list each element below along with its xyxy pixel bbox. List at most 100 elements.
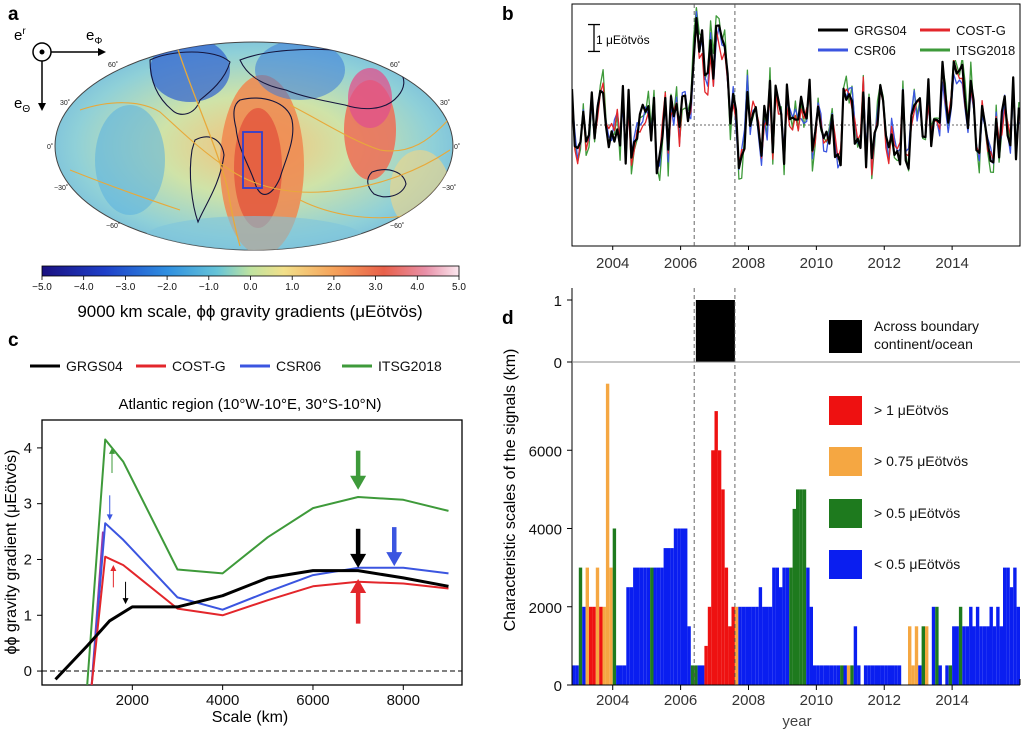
bar-orange: [908, 626, 912, 685]
bar-blue: [836, 665, 841, 685]
bar-blue: [857, 665, 861, 685]
thin-arrow-head: [122, 598, 129, 605]
x-tick-label: 2004: [596, 692, 629, 709]
bar-orange: [846, 665, 851, 685]
colorbar-tick-label: −1.0: [199, 282, 219, 293]
eurasia-outline: [239, 48, 405, 110]
bar-orange: [609, 567, 613, 685]
colorbar-tick-label: 2.0: [327, 282, 341, 293]
lat-right-m60: −60˚: [390, 222, 404, 230]
bar-green: [948, 665, 953, 685]
x-tick-label: 2004: [596, 255, 629, 272]
legend-swatch-boundary: [829, 320, 862, 353]
bar-blue: [775, 567, 779, 685]
legend-label-GRGS04: GRGS04: [854, 23, 907, 38]
scale-bar-label: 1 μEötvös: [596, 33, 650, 47]
er-label: er: [14, 26, 26, 44]
bar-red: [717, 450, 722, 686]
y-tick-label: 6000: [529, 443, 562, 460]
lat-left-60: 60˚: [108, 61, 118, 69]
big-arrow-head: [350, 475, 367, 490]
bar-blue: [829, 665, 834, 685]
bar-green: [840, 665, 844, 685]
bar-green: [690, 665, 695, 685]
atlantic-region-box: [242, 131, 263, 189]
legend-label-COST-G: COST-G: [172, 358, 226, 374]
colorbar-gradient: [41, 265, 460, 277]
bar-blue: [748, 606, 752, 686]
legend-swatch-red: [829, 396, 862, 425]
bar-blue: [833, 665, 837, 685]
bar-blue: [986, 626, 990, 685]
bar-red: [714, 411, 718, 685]
bar-blue: [582, 606, 586, 686]
bar-blue: [931, 606, 936, 686]
bar-green: [802, 489, 807, 685]
colorbar-tick-label: −4.0: [74, 282, 94, 293]
bar-blue: [677, 528, 681, 685]
panel-c: c GRGS04 COST-G CSR06 ITSG2018 Atlantic reg…: [3, 330, 463, 726]
bar-blue: [687, 626, 691, 685]
bar-orange: [605, 383, 610, 685]
big-arrow-head: [350, 553, 367, 568]
x-tick-label: 8000: [387, 692, 420, 709]
bar-red: [711, 450, 715, 686]
panel-c-legend: GRGS04 COST-G CSR06 ITSG2018: [30, 358, 442, 374]
south-america-outline: [189, 136, 225, 224]
bar-blue: [1016, 606, 1020, 686]
bar-blue: [741, 606, 746, 686]
bar-blue: [656, 567, 661, 685]
x-tick-label: 2010: [800, 692, 833, 709]
bar-blue: [1006, 567, 1010, 685]
panel-d-legend: Across boundary continent/ocean > 1 μEötvö…: [829, 318, 979, 579]
panel-a-letter: a: [8, 4, 19, 25]
bar-green: [578, 567, 583, 685]
thin-arrow-head: [110, 565, 117, 572]
bar-green: [792, 508, 796, 685]
y-tick-label: 3: [24, 496, 32, 513]
bar-blue: [992, 626, 997, 685]
x-tick-label: 2012: [868, 255, 901, 272]
africa-core: [234, 108, 282, 228]
bar-blue: [819, 665, 824, 685]
bar-green: [612, 528, 617, 685]
colorbar-title: 9000 km scale, ϕϕ gravity gradients (μEö…: [77, 302, 422, 321]
legend-label-ITSG2018: ITSG2018: [956, 43, 1015, 58]
bar-blue: [751, 606, 756, 686]
legend-swatch-blue: [829, 550, 862, 579]
legend-label-orange: > 0.75 μEötvös: [874, 453, 968, 469]
bar-blue: [999, 626, 1003, 685]
legend-label-boundary-line1: Across boundary: [874, 318, 979, 334]
boundary-bar: [695, 300, 735, 362]
bar-blue: [969, 606, 973, 686]
legend-background: [810, 20, 1016, 60]
bar-orange: [914, 626, 919, 685]
bar-orange: [585, 567, 589, 685]
series-line-GRGS04: [572, 17, 1020, 175]
panel-d-plot: [572, 288, 1020, 686]
colorbar-tick-label: 3.0: [369, 282, 383, 293]
bar-blue: [680, 528, 684, 685]
bar-blue: [945, 665, 949, 685]
bar-blue: [884, 665, 888, 685]
bar-blue: [891, 665, 895, 685]
bar-blue: [667, 548, 671, 685]
bar-red: [589, 606, 593, 686]
legend-label-GRGS04: GRGS04: [66, 358, 123, 374]
bar-red: [731, 606, 735, 686]
bar-green: [650, 567, 654, 685]
y-tick-label: 2: [24, 551, 32, 568]
bar-blue: [738, 606, 742, 686]
panel-c-xlabel: Scale (km): [212, 709, 288, 726]
bar-red: [724, 567, 729, 685]
panel-d-ylabel: Characteristic scales of the signals (km…: [502, 349, 519, 632]
bar-orange: [911, 665, 915, 685]
panel-d-xlabel: year: [782, 713, 811, 730]
panel-c-plot: [42, 438, 462, 685]
legend-swatch-green: [829, 499, 862, 528]
panel-b-x-axis: 2004 2006 2008 2010 2012 2014: [596, 246, 969, 272]
series-line-COST-G: [90, 555, 449, 685]
africa-outline: [233, 97, 294, 195]
x-tick-label: 4000: [206, 692, 239, 709]
bar-green: [935, 606, 939, 686]
